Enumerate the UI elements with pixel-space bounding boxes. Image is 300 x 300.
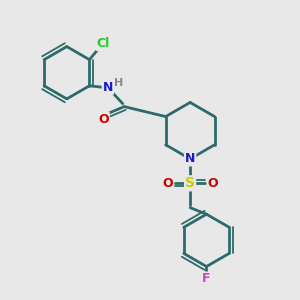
Text: F: F — [202, 272, 211, 286]
Text: S: S — [185, 176, 195, 190]
Text: N: N — [103, 81, 113, 94]
Text: H: H — [114, 78, 123, 88]
Text: N: N — [185, 152, 195, 165]
Text: O: O — [208, 177, 218, 190]
Text: Cl: Cl — [97, 37, 110, 50]
Text: O: O — [98, 112, 109, 126]
Text: O: O — [162, 177, 172, 190]
